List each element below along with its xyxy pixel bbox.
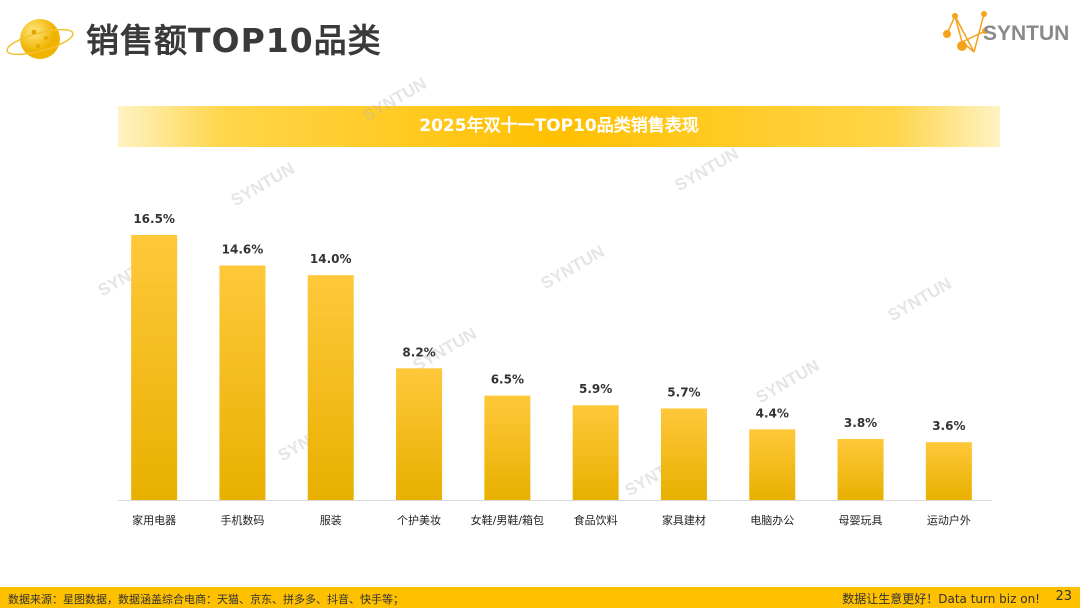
planet-logo-icon [6,19,74,59]
bar-chart: 16.5% 家用电器 14.6% 手机数码 14.0% 服装 8.2% 个护美妆 6.5% 女鞋/… [118,212,992,527]
data-label: 6.5% [491,373,524,387]
bar [307,275,354,500]
bar [837,438,884,500]
bar [219,265,266,500]
data-label: 14.6% [222,243,264,257]
bar [572,405,619,500]
data-label: 4.4% [756,406,789,420]
data-label: 3.6% [932,419,965,433]
data-label: 3.8% [844,416,877,430]
category-label: 家用电器 [132,513,176,527]
chart-title-banner: 2025年双十一TOP10品类销售表现 [118,106,1000,147]
bar [131,235,178,500]
chart-title: 2025年双十一TOP10品类销售表现 [419,116,699,136]
category-label: 电脑办公 [750,514,794,527]
category-label: 服装 [320,514,342,527]
category-label: 女鞋/男鞋/箱包 [471,513,544,527]
data-source: 数据来源：星图数据，数据涵盖综合电商：天猫、京东、拼多多、抖音、快手等； [8,593,404,606]
data-label: 16.5% [133,212,175,226]
syntun-logo-icon [943,11,988,53]
category-label: 家具建材 [662,513,706,527]
data-label: 5.9% [579,382,612,396]
data-label: 5.7% [667,385,700,399]
bar [749,429,796,500]
page-number: 23 [1055,589,1072,604]
data-label: 8.2% [402,345,435,359]
category-label: 手机数码 [220,513,264,527]
data-label: 14.0% [310,252,352,266]
page-title: 销售额TOP10品类 [86,21,382,60]
category-label: 个护美妆 [397,513,441,527]
logo-text: SYNTUN [983,22,1070,45]
bar [660,408,707,500]
category-label: 运动户外 [927,513,971,527]
bar [396,368,443,500]
bar [925,442,972,500]
category-label: 母婴玩具 [839,514,883,527]
slogan: 数据让生意更好！Data turn biz on! [842,592,1040,606]
footer: 数据来源：星图数据，数据涵盖综合电商：天猫、京东、拼多多、抖音、快手等； 数据让… [0,587,1080,608]
bar [484,395,531,500]
category-label: 食品饮料 [574,513,618,527]
